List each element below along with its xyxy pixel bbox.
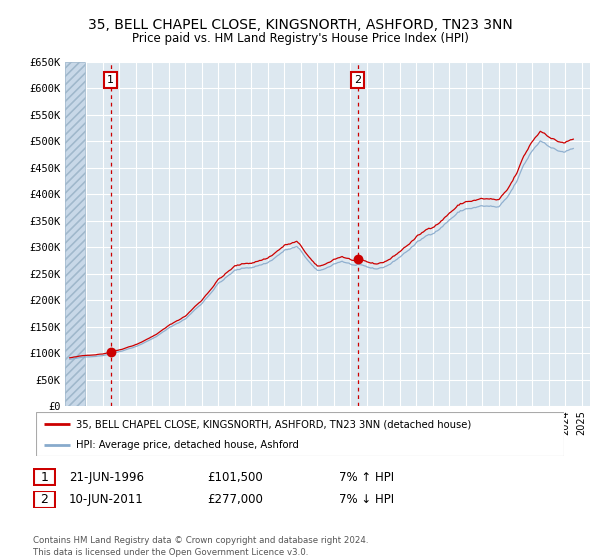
Bar — [65, 62, 85, 406]
Text: 2: 2 — [40, 493, 49, 506]
Text: Price paid vs. HM Land Registry's House Price Index (HPI): Price paid vs. HM Land Registry's House … — [131, 32, 469, 45]
FancyBboxPatch shape — [36, 412, 564, 456]
FancyBboxPatch shape — [34, 492, 55, 507]
Text: £277,000: £277,000 — [207, 493, 263, 506]
Text: 1: 1 — [107, 75, 114, 85]
Point — [106, 348, 115, 357]
Text: 1: 1 — [40, 470, 49, 484]
Text: 2: 2 — [354, 75, 361, 85]
Text: Contains HM Land Registry data © Crown copyright and database right 2024.
This d: Contains HM Land Registry data © Crown c… — [33, 536, 368, 557]
Text: 10-JUN-2011: 10-JUN-2011 — [69, 493, 144, 506]
Bar — [65, 62, 85, 406]
Text: 7% ↓ HPI: 7% ↓ HPI — [339, 493, 394, 506]
Bar — [65, 62, 85, 406]
Text: £101,500: £101,500 — [207, 470, 263, 484]
FancyBboxPatch shape — [34, 469, 55, 485]
Text: HPI: Average price, detached house, Ashford: HPI: Average price, detached house, Ashf… — [76, 440, 298, 450]
Text: 7% ↑ HPI: 7% ↑ HPI — [339, 470, 394, 484]
Point — [353, 255, 362, 264]
Text: 21-JUN-1996: 21-JUN-1996 — [69, 470, 144, 484]
Text: 35, BELL CHAPEL CLOSE, KINGSNORTH, ASHFORD, TN23 3NN: 35, BELL CHAPEL CLOSE, KINGSNORTH, ASHFO… — [88, 18, 512, 32]
Text: 35, BELL CHAPEL CLOSE, KINGSNORTH, ASHFORD, TN23 3NN (detached house): 35, BELL CHAPEL CLOSE, KINGSNORTH, ASHFO… — [76, 419, 471, 429]
